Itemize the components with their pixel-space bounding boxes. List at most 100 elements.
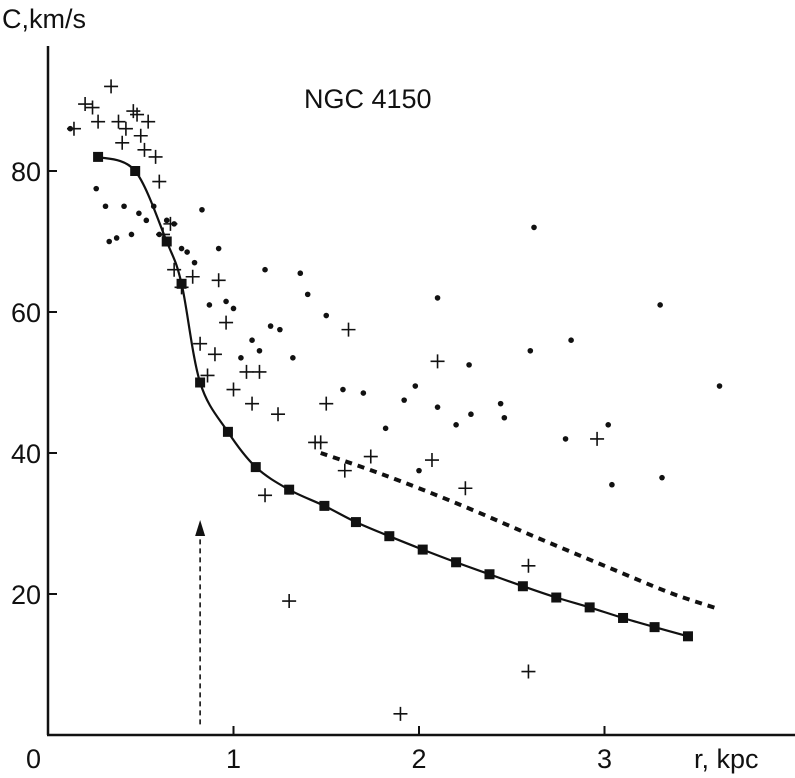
data-point-square [176,278,187,289]
data-point-dot [199,206,205,213]
data-point-square [584,602,595,613]
data-point-square [517,581,528,592]
data-point-dot [605,422,612,428]
data-point-cross [91,114,106,129]
x-axis-label: r, kpc [694,744,759,774]
data-point-dot [360,390,367,396]
data-point-cross [363,449,378,464]
data-point-dot [466,362,472,368]
data-point-dot [163,217,170,224]
data-point-square [649,622,660,633]
data-point-dot [297,270,304,277]
data-point-dot [178,245,185,252]
data-point-dot [191,259,198,266]
data-point-cross [424,453,439,468]
y-tick-label: 60 [11,298,41,328]
data-point-cross [521,664,536,679]
data-point-dot [304,291,311,298]
data-point-cross [521,558,536,573]
data-point-dot [527,347,534,354]
data-point-dot [382,425,389,432]
data-point-cross [258,488,273,503]
data-point-dot [434,404,441,410]
data-point-square [284,484,295,495]
data-point-cross [152,174,167,189]
data-point-dot [401,397,407,403]
data-point-dot [434,295,441,301]
data-point-cross [252,364,267,379]
data-point-cross [66,121,81,136]
data-point-dot [277,326,283,333]
x-tick-label: 2 [411,744,426,774]
data-point-cross [185,269,200,284]
data-point-cross [115,135,130,150]
data-point-dot [609,481,615,488]
data-point-dot [184,249,190,255]
data-point-dot [102,203,109,210]
data-point-cross [337,463,352,478]
data-point-dot [716,383,723,389]
data-point-cross [458,481,473,496]
data-point-square [161,236,172,247]
data-point-dot [657,302,663,308]
data-point-square [195,377,206,388]
data-point-cross [118,121,133,136]
data-point-dot [136,210,142,217]
data-point-square [350,517,361,528]
data-point-dot [249,337,255,344]
data-point-dot [290,355,296,361]
data-point-dot [562,436,569,442]
data-point-dot [497,400,504,407]
data-point-cross [163,216,178,231]
data-point-dot [659,474,665,481]
origin-label: 0 [26,744,41,774]
data-point-dot [262,266,268,273]
data-point-dot [106,238,113,245]
data-point-cross [104,79,119,94]
data-point-cross [393,706,408,721]
data-point-dot [568,337,574,344]
data-point-cross [141,114,156,129]
y-axis-label: C,km/s [2,4,86,34]
data-point-dot [121,203,127,210]
data-point-square [93,151,104,162]
data-point-dot [215,245,222,252]
arrow-head [195,519,206,536]
data-point-dot [531,224,537,231]
data-point-square [250,462,261,473]
data-point-cross [137,142,152,157]
data-point-cross [207,347,222,362]
data-point-cross [590,431,605,446]
data-point-cross [78,97,93,112]
series-crosses [66,79,605,721]
series-dots [67,125,723,488]
data-point-cross [226,382,241,397]
data-point-cross [319,396,334,411]
data-point-cross [430,354,445,369]
data-point-square [551,592,562,603]
data-point-square [130,166,141,176]
data-point-cross [130,107,145,122]
data-point-cross [271,407,286,422]
series-model-curve [93,151,693,642]
y-tick-label: 80 [11,157,41,187]
data-point-dot [468,411,474,418]
data-point-cross [341,322,356,337]
data-point-dot [93,185,100,192]
data-point-square [384,531,395,542]
data-point-dot [323,312,330,319]
data-point-dot [416,467,422,474]
axis-tick-labels: 1 2 3 20 40 60 80 [11,157,612,774]
data-point-cross [133,128,148,143]
data-point-dot [113,235,120,241]
data-point-cross [111,114,126,129]
y-tick-label: 20 [11,580,41,610]
data-point-cross [313,435,328,450]
data-point-dot [238,355,244,361]
chart-title: NGC 4150 [304,84,432,114]
series-dashed-curve [320,451,717,610]
data-point-dot [453,422,459,428]
dashed-curve-line [320,451,717,610]
data-point-dot [223,298,229,305]
